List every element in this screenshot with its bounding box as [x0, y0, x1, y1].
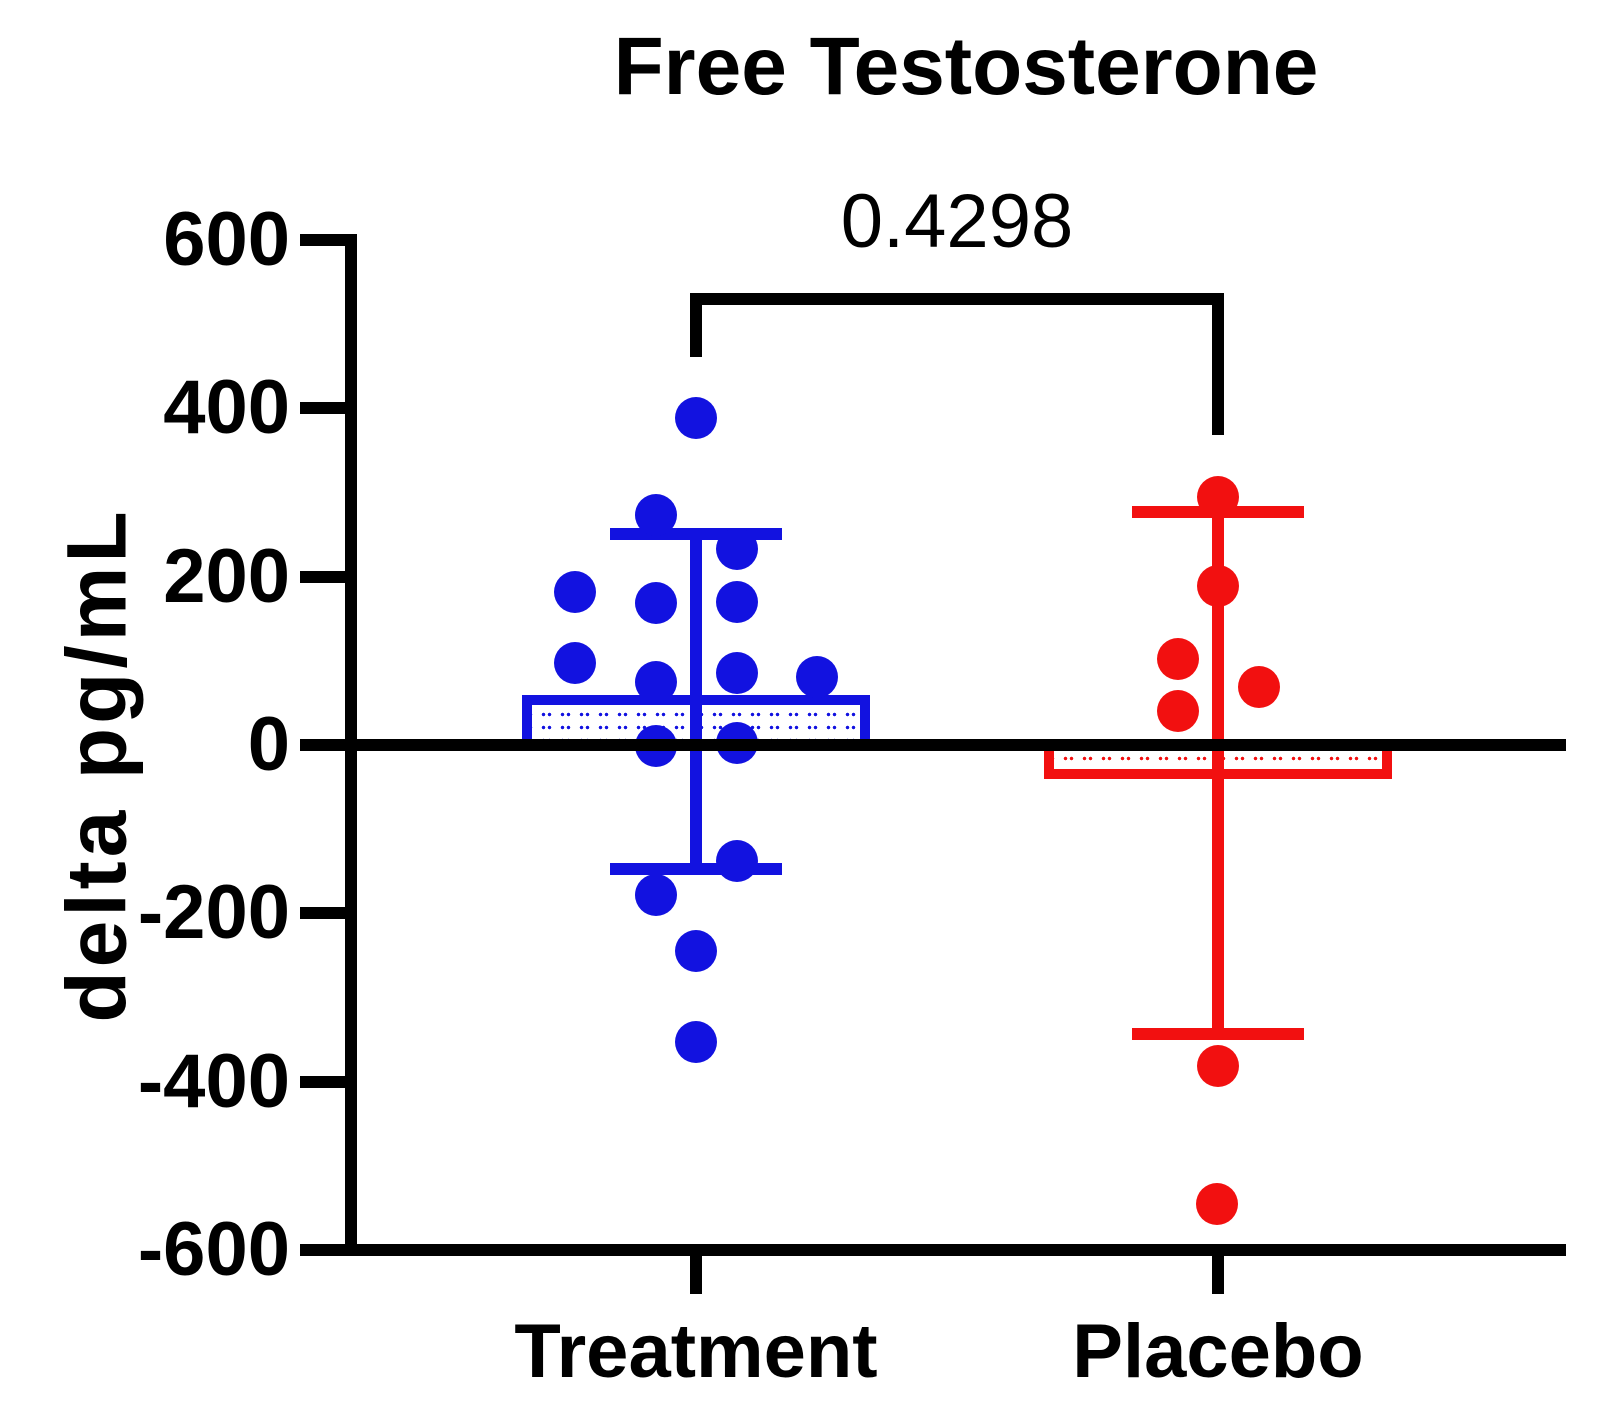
data-point-placebo: [1157, 638, 1199, 680]
data-point-placebo: [1196, 1183, 1238, 1225]
data-point-treatment: [635, 582, 677, 624]
error-bar-line-treatment: [690, 534, 702, 869]
y-tick: [300, 234, 345, 246]
y-tick: [300, 402, 345, 414]
chart-title: Free Testosterone: [613, 21, 1319, 112]
data-point-treatment: [635, 874, 677, 916]
data-point-placebo: [1157, 690, 1199, 732]
data-point-treatment: [554, 571, 596, 613]
data-point-placebo: [1238, 666, 1280, 708]
y-tick-label: 400: [163, 365, 290, 450]
data-point-treatment: [675, 397, 717, 439]
y-tick: [300, 739, 345, 751]
x-category-label-treatment: Treatment: [514, 1309, 878, 1394]
error-bar-line-placebo: [1212, 512, 1224, 1034]
data-point-treatment: [675, 930, 717, 972]
data-point-treatment: [635, 661, 677, 703]
x-axis-line: [345, 1244, 1566, 1256]
x-category-label-placebo: Placebo: [1072, 1309, 1364, 1394]
data-point-treatment: [716, 652, 758, 694]
data-point-placebo: [1197, 565, 1239, 607]
y-tick: [300, 571, 345, 583]
significance-bracket-left: [690, 293, 702, 357]
data-point-treatment: [554, 642, 596, 684]
data-point-placebo: [1197, 476, 1239, 518]
error-bar-cap-upper-treatment: [610, 528, 782, 540]
data-point-treatment: [716, 528, 758, 570]
y-axis-line: [345, 234, 357, 1256]
y-tick-label: -400: [137, 1039, 290, 1124]
y-tick-label: -200: [137, 870, 290, 955]
data-point-treatment: [675, 1021, 717, 1063]
data-point-treatment: [796, 656, 838, 698]
x-tick-placebo: [1212, 1256, 1224, 1294]
data-point-treatment: [716, 840, 758, 882]
error-bar-cap-lower-placebo: [1132, 1028, 1304, 1040]
zero-baseline: [345, 739, 1566, 751]
significance-bracket-right: [1212, 293, 1224, 435]
y-tick-label: 600: [163, 197, 290, 282]
data-point-treatment: [635, 494, 677, 536]
data-point-treatment: [716, 581, 758, 623]
significance-bracket-top: [690, 293, 1224, 305]
y-tick: [300, 907, 345, 919]
y-tick-label: 0: [247, 702, 290, 787]
data-point-placebo: [1197, 1045, 1239, 1087]
y-tick: [300, 1076, 345, 1088]
y-tick-label: -600: [137, 1207, 290, 1292]
y-tick-label: 200: [163, 534, 290, 619]
x-tick-treatment: [690, 1256, 702, 1294]
y-tick: [300, 1244, 345, 1256]
p-value-label: 0.4298: [840, 179, 1074, 264]
